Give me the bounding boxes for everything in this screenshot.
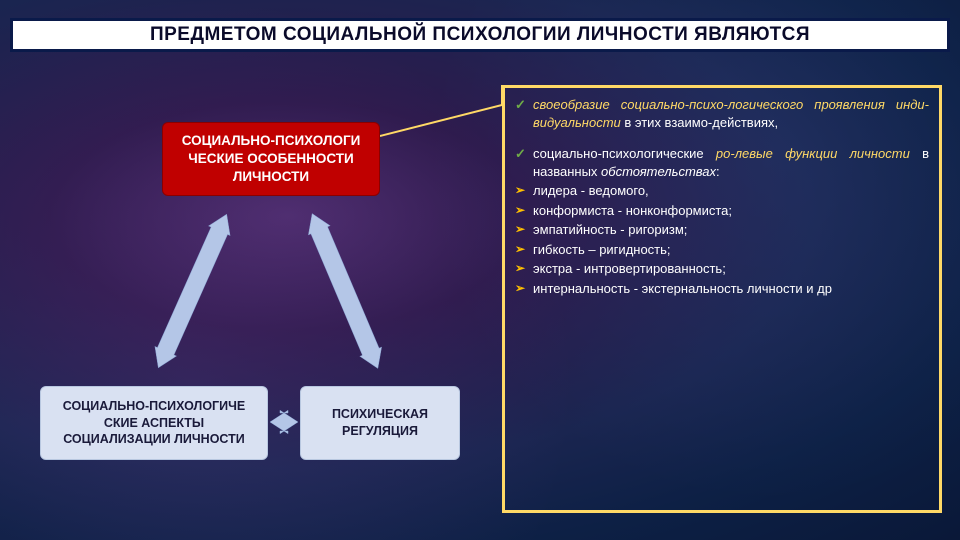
- info-item: конформиста - нонконформиста;: [515, 202, 929, 220]
- info-item: социально-психологические ро-левые функц…: [515, 145, 929, 180]
- node-right-regulation: ПСИХИЧЕСКАЯ РЕГУЛЯЦИЯ: [300, 386, 460, 460]
- node-top-features: СОЦИАЛЬНО-ПСИХОЛОГИЧЕСКИЕ ОСОБЕННОСТИ ЛИ…: [162, 122, 380, 196]
- info-item: экстра - интровертированность;: [515, 260, 929, 278]
- node-left-socialization: СОЦИАЛЬНО-ПСИХОЛОГИЧЕСКИЕ АСПЕКТЫ СОЦИАЛ…: [40, 386, 268, 460]
- info-item: интернальность - экстернальность личност…: [515, 280, 929, 298]
- info-item: своеобразие социально-психо-логического …: [515, 96, 929, 131]
- info-item: эмпатийность - ригоризм;: [515, 221, 929, 239]
- slide-title: ПРЕДМЕТОМ СОЦИАЛЬНОЙ ПСИХОЛОГИИ ЛИЧНОСТИ…: [150, 24, 810, 46]
- info-item: гибкость – ригидность;: [515, 241, 929, 259]
- slide-title-bar: ПРЕДМЕТОМ СОЦИАЛЬНОЙ ПСИХОЛОГИИ ЛИЧНОСТИ…: [10, 18, 950, 52]
- info-list: своеобразие социально-психо-логического …: [515, 96, 929, 297]
- info-callout: своеобразие социально-психо-логического …: [502, 85, 942, 513]
- info-item: лидера - ведомого,: [515, 182, 929, 200]
